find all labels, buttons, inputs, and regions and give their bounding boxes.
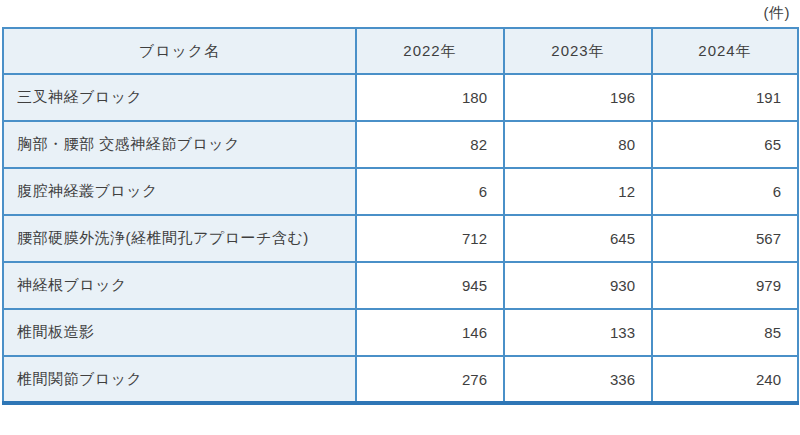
col-header-2023: 2023年 [504, 28, 652, 74]
table-row: 腰部硬膜外洗浄(経椎間孔アプローチ含む) 712 645 567 [3, 215, 798, 262]
cell-value: 6 [356, 168, 504, 215]
col-header-2024: 2024年 [652, 28, 798, 74]
cell-value: 276 [356, 356, 504, 403]
table-row: 椎間板造影 146 133 85 [3, 309, 798, 356]
row-label: 胸部・腰部 交感神経節ブロック [3, 121, 356, 168]
cell-value: 196 [504, 74, 652, 121]
col-header-2022: 2022年 [356, 28, 504, 74]
cell-value: 82 [356, 121, 504, 168]
table-row: 胸部・腰部 交感神経節ブロック 82 80 65 [3, 121, 798, 168]
header-row: ブロック名 2022年 2023年 2024年 [3, 28, 798, 74]
row-label: 三叉神経ブロック [3, 74, 356, 121]
page: (件) ブロック名 2022年 2023年 2024年 三叉神経ブロック 180… [0, 0, 800, 435]
col-header-block-name: ブロック名 [3, 28, 356, 74]
table-header: ブロック名 2022年 2023年 2024年 [3, 28, 798, 74]
cell-value: 180 [356, 74, 504, 121]
table-row: 三叉神経ブロック 180 196 191 [3, 74, 798, 121]
row-label: 神経根ブロック [3, 262, 356, 309]
row-label: 腹腔神経叢ブロック [3, 168, 356, 215]
cell-value: 80 [504, 121, 652, 168]
cell-value: 133 [504, 309, 652, 356]
cell-value: 567 [652, 215, 798, 262]
cell-value: 712 [356, 215, 504, 262]
row-label: 椎間関節ブロック [3, 356, 356, 403]
table-body: 三叉神経ブロック 180 196 191 胸部・腰部 交感神経節ブロック 82 … [3, 74, 798, 403]
cell-value: 191 [652, 74, 798, 121]
unit-label: (件) [764, 4, 791, 23]
cell-value: 240 [652, 356, 798, 403]
cell-value: 12 [504, 168, 652, 215]
cell-value: 930 [504, 262, 652, 309]
table-row: 腹腔神経叢ブロック 6 12 6 [3, 168, 798, 215]
cell-value: 65 [652, 121, 798, 168]
row-label: 腰部硬膜外洗浄(経椎間孔アプローチ含む) [3, 215, 356, 262]
cell-value: 146 [356, 309, 504, 356]
cell-value: 85 [652, 309, 798, 356]
cell-value: 979 [652, 262, 798, 309]
row-label: 椎間板造影 [3, 309, 356, 356]
cell-value: 945 [356, 262, 504, 309]
cell-value: 6 [652, 168, 798, 215]
cell-value: 645 [504, 215, 652, 262]
table-row: 椎間関節ブロック 276 336 240 [3, 356, 798, 403]
table-row: 神経根ブロック 945 930 979 [3, 262, 798, 309]
cell-value: 336 [504, 356, 652, 403]
procedure-counts-table: ブロック名 2022年 2023年 2024年 三叉神経ブロック 180 196… [2, 27, 799, 405]
